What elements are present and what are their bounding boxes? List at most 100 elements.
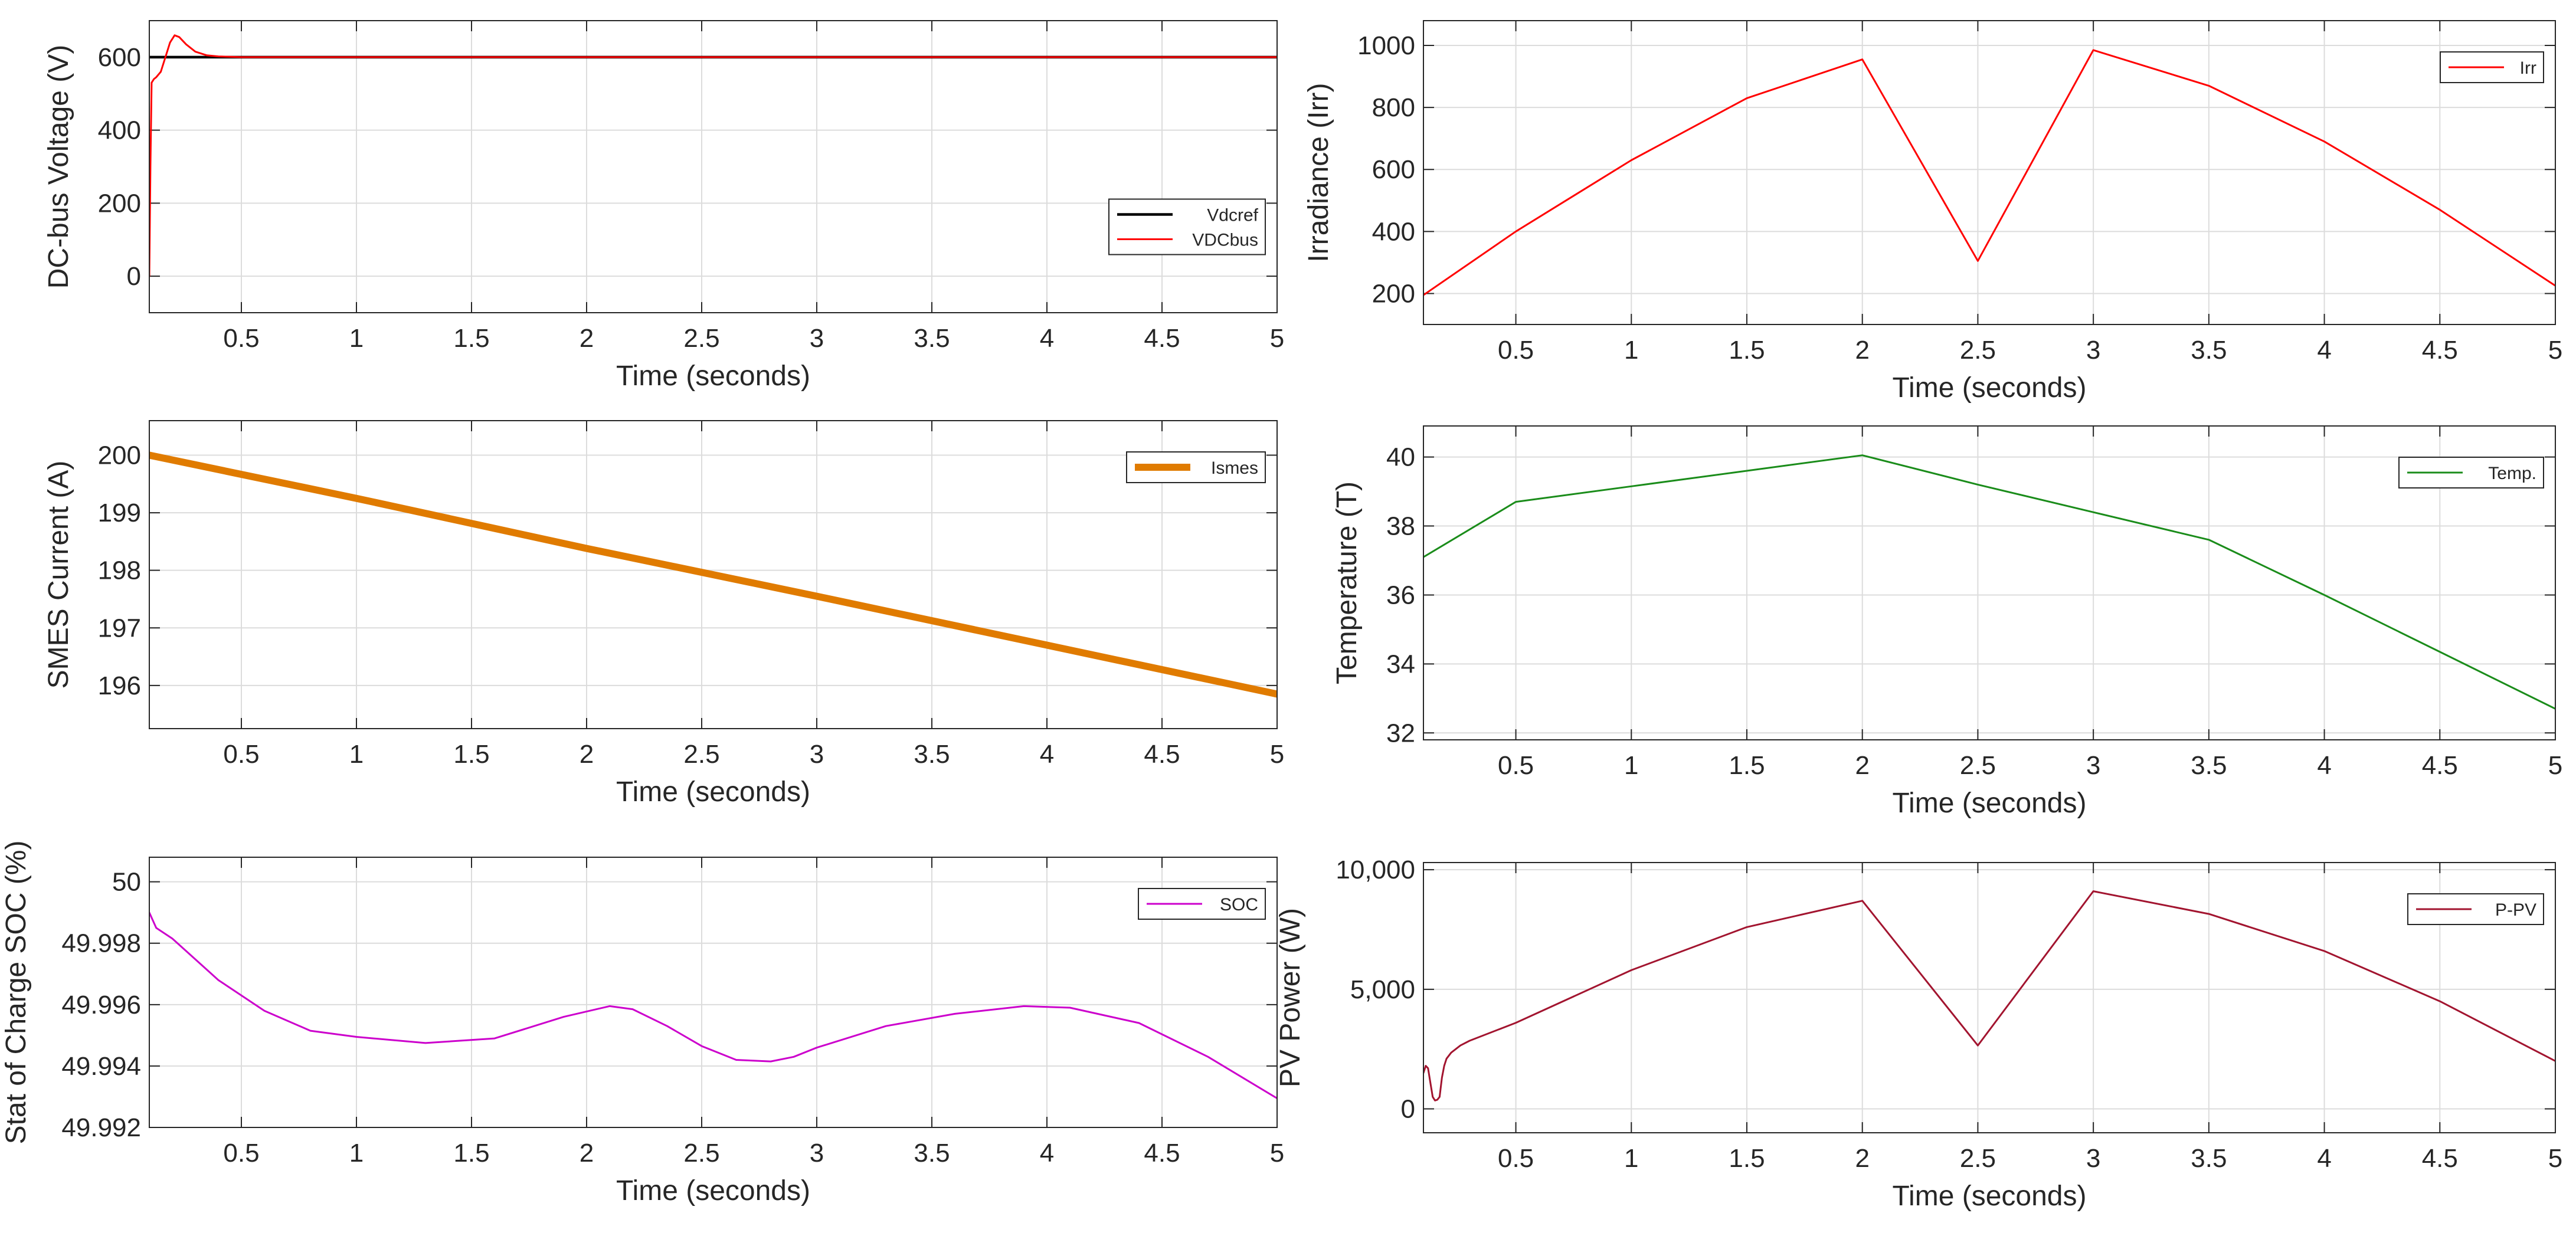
x-tick-label: 1 <box>1624 336 1638 365</box>
x-tick-label: 1 <box>349 740 364 769</box>
x-tick-label: 5 <box>2548 1144 2562 1173</box>
series-line-P-PV <box>1423 890 2555 1101</box>
x-tick-label: 3 <box>810 1139 824 1168</box>
x-tick-label: 3.5 <box>914 1139 950 1168</box>
x-tick-label: 2.5 <box>1960 336 1996 365</box>
x-axis-label: Time (seconds) <box>616 1175 810 1207</box>
y-tick-label: 197 <box>98 614 141 642</box>
x-tick-label: 4.5 <box>2422 336 2458 365</box>
y-axis-label: Irradiance (Irr) <box>1303 83 1334 262</box>
y-tick-label: 200 <box>98 189 141 218</box>
x-tick-label: 4 <box>1040 740 1054 769</box>
y-tick-label: 0 <box>127 262 141 291</box>
y-tick-label: 49.994 <box>61 1052 141 1081</box>
y-tick-label: 38 <box>1386 512 1415 541</box>
y-tick-label: 50 <box>112 868 141 897</box>
x-tick-label: 2.5 <box>683 740 719 769</box>
series-group <box>149 34 1277 277</box>
plot-area <box>1423 863 2555 1133</box>
chart-smes: 0.5 1 1.5 2 2.5 3 3.5 4 4.5 5 196 197 198 199 200 Time … <box>43 420 1284 808</box>
x-tick-label: 0.5 <box>223 740 259 769</box>
series-group <box>1423 49 2555 296</box>
x-tick-label: 2.5 <box>683 324 719 353</box>
x-tick-label: 0.5 <box>1498 336 1534 365</box>
x-tick-label: 3 <box>2086 751 2100 780</box>
y-tick-label: 34 <box>1386 650 1415 678</box>
series-line-Irr <box>1423 49 2555 296</box>
legend-box <box>1108 198 1266 255</box>
y-tick-label: 198 <box>98 556 141 585</box>
axes-box <box>1423 20 2556 325</box>
y-axis-label: PV Power (W) <box>1275 908 1306 1087</box>
ticks <box>1423 863 2556 1133</box>
x-tick-label: 4.5 <box>1144 324 1180 353</box>
x-tick-label: 4 <box>2317 751 2331 780</box>
x-tick-label: 1 <box>1624 751 1638 780</box>
axes-box <box>149 857 1278 1128</box>
x-tick-label: 1 <box>349 1139 364 1168</box>
x-tick-label: 2 <box>1855 1144 1869 1173</box>
y-axis-label: DC-bus Voltage (V) <box>43 45 74 289</box>
grid <box>1423 21 2556 324</box>
x-tick-label: 2.5 <box>1960 751 1996 780</box>
series-line-Ismes <box>149 451 1277 698</box>
legend-label: SOC <box>1220 895 1258 914</box>
series-group <box>1423 454 2555 710</box>
axes-box <box>149 20 1278 313</box>
series-line-SOC <box>149 912 1277 1100</box>
x-tick-label: 2 <box>580 740 594 769</box>
y-tick-label: 10,000 <box>1336 855 1415 884</box>
y-tick-label: 40 <box>1386 443 1415 472</box>
y-tick-label: 800 <box>1372 93 1415 122</box>
y-tick-label: 49.996 <box>61 991 141 1019</box>
x-tick-label: 5 <box>1270 740 1284 769</box>
plot-area <box>149 21 1277 313</box>
series-line-Temp. <box>1423 454 2555 710</box>
chart-temperature: 0.5 1 1.5 2 2.5 3 3.5 4 4.5 5 32 34 36 38 40 Time (seco… <box>1331 425 2562 819</box>
x-axis-label: Time (seconds) <box>616 776 810 808</box>
y-axis-label: SMES Current (A) <box>43 461 74 689</box>
x-tick-label: 1.5 <box>1729 336 1765 365</box>
y-tick-label: 49.998 <box>61 929 141 958</box>
x-tick-label: 1.5 <box>453 324 489 353</box>
x-tick-label: 1.5 <box>453 740 489 769</box>
y-tick-label: 1000 <box>1357 31 1415 60</box>
plot-area <box>149 857 1277 1127</box>
x-tick-label: 1 <box>1624 1144 1638 1173</box>
legend: P-PV <box>2407 893 2544 925</box>
x-tick-label: 0.5 <box>1498 1144 1534 1173</box>
series-line-VDCbus <box>149 34 1277 277</box>
x-tick-label: 0.5 <box>1498 751 1534 780</box>
x-tick-label: 1.5 <box>1729 751 1765 780</box>
x-tick-label: 2 <box>1855 336 1869 365</box>
legend: Temp. <box>2398 457 2544 489</box>
x-tick-label: 4 <box>1040 324 1054 353</box>
series-group <box>149 451 1277 698</box>
y-tick-label: 0 <box>1401 1094 1415 1123</box>
legend: Vdcref VDCbus <box>1108 198 1266 255</box>
x-tick-label: 3.5 <box>2191 1144 2227 1173</box>
y-tick-label: 400 <box>98 116 141 145</box>
y-tick-label: 36 <box>1386 581 1415 609</box>
x-tick-label: 4.5 <box>1144 1139 1180 1168</box>
y-tick-label: 200 <box>98 441 141 470</box>
x-tick-label: 3 <box>810 740 824 769</box>
x-tick-label: 4.5 <box>1144 740 1180 769</box>
axes-box <box>1423 425 2556 740</box>
x-axis-label: Time (seconds) <box>1893 372 2087 404</box>
chart-soc: 0.5 1 1.5 2 2.5 3 3.5 4 4.5 5 49.992 49.994 49.996 49… <box>1 841 1284 1207</box>
ticks <box>1423 21 2556 324</box>
x-tick-label: 2.5 <box>1960 1144 1996 1173</box>
x-tick-label: 5 <box>2548 336 2562 365</box>
x-tick-label: 1.5 <box>1729 1144 1765 1173</box>
x-tick-label: 4 <box>2317 1144 2331 1173</box>
x-tick-label: 3.5 <box>2191 336 2227 365</box>
x-tick-label: 3 <box>810 324 824 353</box>
plot-area <box>1423 426 2555 740</box>
x-tick-label: 4.5 <box>2422 1144 2458 1173</box>
legend-label: Irr <box>2520 58 2536 78</box>
x-axis-label: Time (seconds) <box>1893 1181 2087 1212</box>
x-tick-label: 1 <box>349 324 364 353</box>
plot-area <box>1423 21 2555 324</box>
x-tick-label: 5 <box>2548 751 2562 780</box>
